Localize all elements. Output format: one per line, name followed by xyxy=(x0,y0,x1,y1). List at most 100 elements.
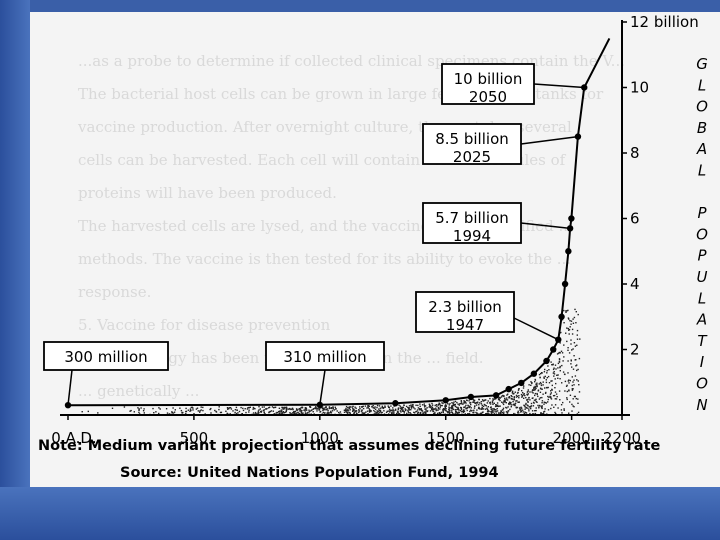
scatter-dot xyxy=(262,409,265,412)
scatter-dot xyxy=(502,403,505,406)
scatter-dot xyxy=(457,403,459,405)
scatter-dot xyxy=(499,399,501,402)
scatter-dot xyxy=(296,408,298,410)
scatter-dot xyxy=(499,411,502,414)
scatter-dot xyxy=(282,411,285,413)
scatter-dot xyxy=(202,409,204,412)
scatter-dot xyxy=(574,308,576,311)
y-label-letter: P xyxy=(697,204,707,222)
scatter-dot xyxy=(557,407,559,409)
scatter-dot xyxy=(557,367,559,369)
scatter-dot xyxy=(137,407,139,409)
scatter-dot xyxy=(444,405,446,407)
scatter-dot xyxy=(325,406,327,409)
scatter-dot xyxy=(424,408,426,410)
scatter-dot xyxy=(544,375,546,378)
scatter-dot xyxy=(547,386,549,389)
scatter-dot xyxy=(516,406,519,409)
scatter-dot xyxy=(419,411,421,414)
scatter-dot xyxy=(478,404,480,406)
scatter-dot xyxy=(546,370,548,372)
scatter-dot xyxy=(574,395,576,398)
scatter-dot xyxy=(491,401,494,404)
scatter-dot xyxy=(508,402,510,405)
scatter-dot xyxy=(541,388,543,390)
scatter-dot xyxy=(572,348,574,350)
scatter-dot xyxy=(527,389,529,391)
scatter-dot xyxy=(529,391,531,393)
scatter-dot xyxy=(429,410,432,412)
scatter-dot xyxy=(367,405,370,407)
scatter-dot xyxy=(307,411,309,414)
scatter-dot xyxy=(558,358,561,361)
scatter-dot xyxy=(558,390,561,392)
scatter-dot xyxy=(571,366,573,368)
scatter-dot xyxy=(432,410,434,413)
callout-box xyxy=(265,341,385,371)
scatter-dot xyxy=(376,411,379,413)
scatter-dot xyxy=(540,372,542,375)
scatter-dot xyxy=(566,397,568,399)
scatter-dot xyxy=(349,411,351,414)
scatter-dot xyxy=(400,408,403,411)
scatter-dot xyxy=(574,345,577,347)
scatter-dot xyxy=(263,406,265,408)
scatter-dot xyxy=(284,406,286,409)
scatter-dot xyxy=(358,410,360,412)
scatter-dot xyxy=(355,409,357,412)
scatter-dot xyxy=(528,410,530,412)
scatter-dot xyxy=(532,397,534,399)
scatter-dot xyxy=(291,407,294,409)
scatter-dot xyxy=(571,403,573,406)
scatter-dot xyxy=(553,406,555,408)
scatter-dot xyxy=(467,404,469,407)
scatter-dot xyxy=(544,387,546,389)
scatter-dot xyxy=(524,394,526,397)
scatter-dot xyxy=(577,411,580,414)
scatter-dot xyxy=(210,407,212,410)
scatter-dot xyxy=(573,342,576,344)
scatter-dot xyxy=(366,407,368,409)
scatter-dot xyxy=(534,381,536,383)
scatter-dot xyxy=(495,411,498,413)
scatter-dot xyxy=(565,311,567,313)
y-label-letter: A xyxy=(696,311,707,329)
scatter-dot xyxy=(538,407,540,409)
scatter-dot xyxy=(513,404,515,406)
scatter-dot xyxy=(562,401,564,404)
scatter-dot xyxy=(567,309,569,312)
scatter-dot xyxy=(538,406,540,408)
scatter-dot xyxy=(336,410,338,412)
scatter-dot xyxy=(429,405,432,407)
scatter-dot xyxy=(577,402,579,404)
scatter-dot xyxy=(281,406,283,409)
scatter-dot xyxy=(449,411,451,414)
scatter-dot xyxy=(480,408,482,410)
scatter-dot xyxy=(411,406,414,408)
scatter-dot xyxy=(402,410,404,412)
scatter-dot xyxy=(429,404,431,407)
scatter-dot xyxy=(285,407,287,409)
scatter-dot xyxy=(573,406,575,408)
annotation-callout: 300 million xyxy=(43,341,169,406)
scatter-dot xyxy=(438,403,441,405)
scatter-dot xyxy=(354,410,356,413)
scatter-dot xyxy=(548,396,550,398)
scatter-dot xyxy=(540,406,543,408)
scatter-dot xyxy=(564,390,566,392)
scatter-dot xyxy=(481,399,484,401)
scatter-dot xyxy=(464,413,466,415)
scatter-dot xyxy=(444,406,447,408)
scatter-dot xyxy=(557,362,560,365)
scatter-dot xyxy=(291,412,294,414)
scatter-dot xyxy=(454,409,456,411)
scatter-dot xyxy=(543,411,545,413)
scatter-dot xyxy=(509,408,511,411)
scatter-dot xyxy=(538,404,541,407)
callout-text: 310 million xyxy=(283,348,366,366)
scatter-dot xyxy=(521,390,523,392)
scatter-dot xyxy=(544,368,546,371)
scatter-dot xyxy=(235,412,238,415)
scatter-dot xyxy=(441,402,443,404)
scatter-dot xyxy=(536,392,538,395)
